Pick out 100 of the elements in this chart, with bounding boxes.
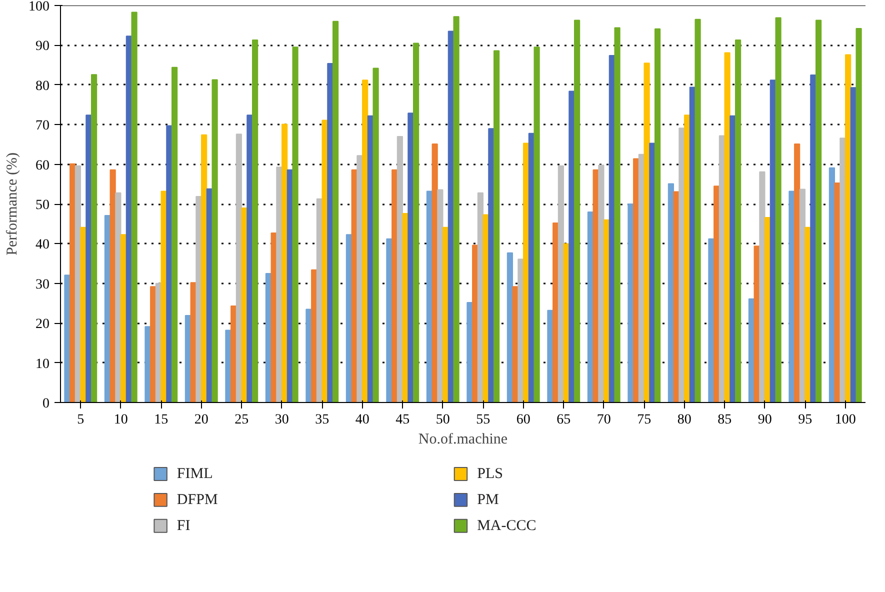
x-tick-label: 35	[315, 412, 330, 428]
y-tick-label: 60	[36, 158, 50, 174]
bar	[442, 226, 449, 402]
bar	[236, 134, 242, 402]
bar	[547, 310, 554, 402]
x-tick-label: 80	[677, 412, 692, 428]
legend-label: FI	[176, 518, 190, 534]
bar	[362, 80, 368, 402]
bar	[201, 134, 208, 402]
bar	[184, 315, 192, 402]
bar	[678, 128, 685, 402]
bar	[155, 282, 162, 402]
bar	[166, 125, 172, 402]
bar	[276, 166, 282, 402]
bar	[810, 74, 816, 402]
bar	[638, 154, 644, 402]
bar	[437, 189, 444, 402]
bar	[386, 238, 392, 402]
bar	[171, 66, 178, 402]
bar	[714, 186, 720, 402]
bar	[426, 190, 433, 402]
x-axis-title: No.of.machine	[418, 432, 508, 448]
bar	[759, 171, 766, 402]
bar	[649, 142, 656, 402]
y-tick-label: 90	[36, 39, 50, 54]
legend-label: MA-CCC	[477, 518, 536, 534]
bar	[734, 40, 742, 402]
x-tick-label: 55	[476, 412, 490, 428]
x-tick-label: 95	[798, 412, 812, 428]
bar	[246, 114, 253, 402]
bar	[654, 28, 661, 402]
x-tick-label: 25	[234, 412, 249, 428]
bar	[477, 192, 484, 402]
legend-label: PM	[477, 492, 499, 508]
x-tick-label: 75	[637, 412, 652, 428]
bar	[845, 54, 852, 402]
bar	[86, 114, 92, 402]
bar	[775, 17, 782, 402]
y-tick-label: 40	[36, 238, 50, 253]
bar	[292, 46, 298, 402]
bar	[332, 20, 339, 402]
x-tick-label: 30	[274, 412, 289, 428]
legend-label: FIML	[176, 466, 213, 482]
y-axis-title: Performance (%)	[4, 152, 20, 256]
bar	[694, 18, 701, 402]
bar	[493, 50, 500, 402]
bar	[506, 252, 514, 402]
bar	[466, 302, 473, 402]
bar	[552, 222, 559, 402]
x-tick-label: 5	[77, 412, 84, 428]
bar	[856, 28, 862, 402]
bar	[558, 165, 564, 402]
x-tick-label: 85	[718, 412, 732, 428]
bar	[788, 190, 795, 402]
bar	[70, 163, 76, 402]
y-tick-label: 0	[42, 396, 50, 412]
bar	[212, 79, 218, 402]
bar	[488, 128, 494, 402]
y-tick-label: 80	[36, 78, 50, 94]
bar	[523, 142, 530, 402]
bar	[453, 16, 460, 402]
bar	[472, 244, 478, 402]
x-tick-label: 50	[436, 412, 450, 428]
bar	[568, 90, 575, 402]
x-tick-label: 65	[556, 412, 571, 428]
bar	[628, 204, 634, 402]
bar	[708, 238, 714, 402]
bar	[196, 196, 202, 402]
bar	[815, 20, 822, 402]
y-tick-label: 20	[36, 317, 50, 332]
x-tick-label: 10	[114, 412, 128, 428]
bar	[587, 211, 594, 402]
bar	[115, 192, 122, 402]
bar	[633, 158, 640, 402]
bar	[730, 115, 736, 402]
bar	[90, 74, 98, 402]
bar	[534, 46, 540, 402]
bar	[372, 68, 379, 402]
x-tick-label: 45	[396, 412, 410, 428]
bar	[356, 155, 363, 402]
bar	[604, 219, 610, 402]
bar	[252, 40, 258, 402]
bar	[412, 42, 420, 402]
bar	[748, 298, 755, 402]
bar	[64, 274, 70, 402]
legend-label: DFPM	[176, 492, 218, 508]
bar	[598, 164, 604, 402]
bar	[574, 20, 580, 402]
bar	[311, 269, 318, 402]
y-tick-label: 70	[36, 118, 50, 134]
y-tick-label: 30	[36, 277, 50, 292]
bar	[396, 136, 403, 402]
x-tick-label: 40	[355, 412, 370, 428]
bar	[684, 114, 690, 402]
y-tick-label: 10	[36, 356, 50, 372]
bar	[718, 135, 725, 402]
bar	[74, 165, 81, 402]
bar	[265, 272, 272, 402]
bar	[316, 198, 322, 402]
bar	[668, 183, 674, 402]
